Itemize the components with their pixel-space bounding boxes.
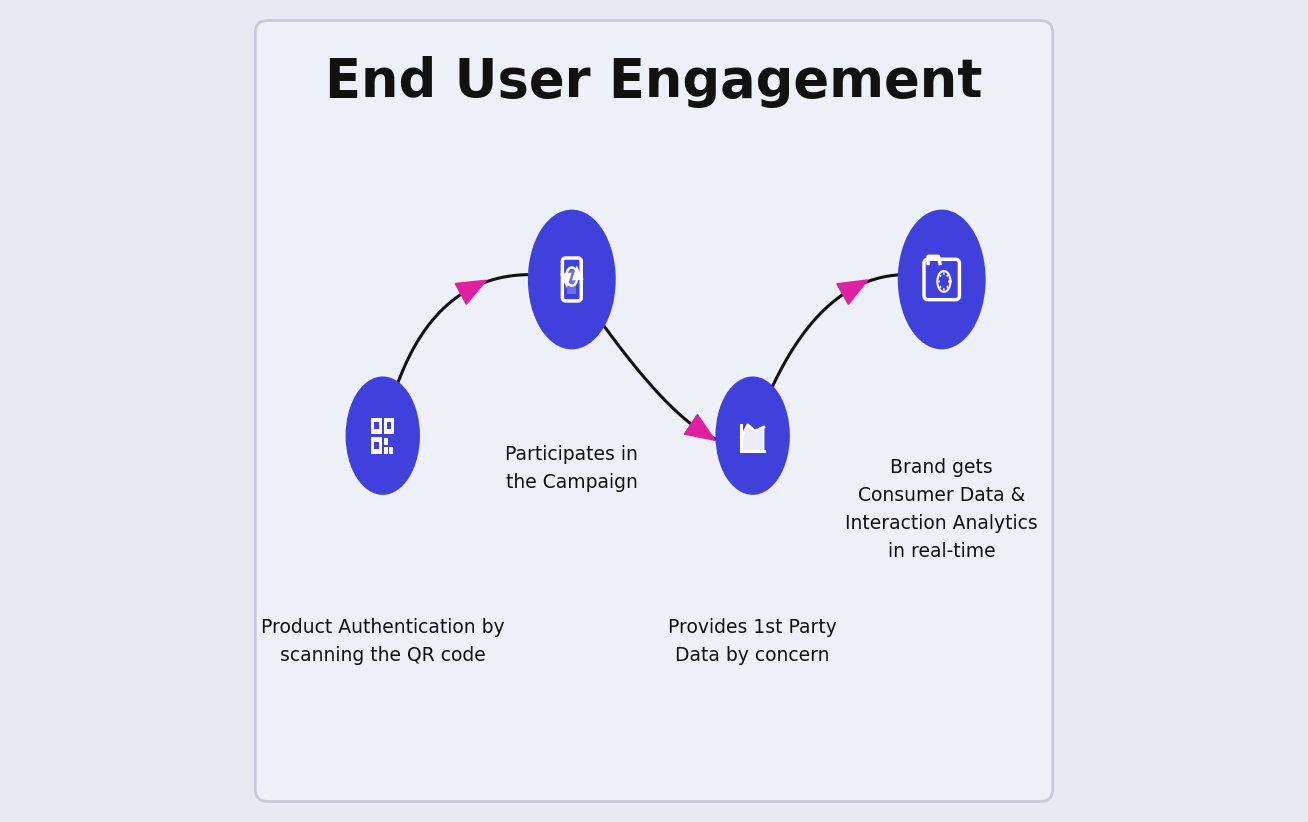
Polygon shape [948,280,951,283]
Polygon shape [943,269,944,275]
Polygon shape [946,273,950,278]
Polygon shape [572,266,583,280]
Bar [387,423,391,429]
Polygon shape [938,285,942,290]
Ellipse shape [345,376,420,495]
Bar [568,270,577,294]
Text: Provides 1st Party
Data by concern: Provides 1st Party Data by concern [668,617,837,665]
Polygon shape [455,280,487,304]
Text: Participates in
the Campaign: Participates in the Campaign [505,445,638,492]
Polygon shape [560,273,572,288]
Ellipse shape [897,210,986,349]
Polygon shape [837,280,869,304]
Polygon shape [684,414,715,441]
Bar [371,418,382,434]
Ellipse shape [528,210,616,349]
Text: End User Engagement: End User Engagement [326,56,982,109]
Text: Brand gets
Consumer Data &
Interaction Analytics
in real-time: Brand gets Consumer Data & Interaction A… [845,458,1039,561]
Polygon shape [946,285,950,290]
Polygon shape [938,273,942,278]
Bar [388,446,394,454]
FancyBboxPatch shape [255,21,1053,801]
Ellipse shape [715,376,790,495]
Bar [383,438,388,446]
Bar [383,446,388,454]
Polygon shape [943,288,944,293]
Polygon shape [742,425,764,451]
Text: Product Authentication by
scanning the QR code: Product Authentication by scanning the Q… [260,617,505,665]
Bar [374,423,379,429]
Bar [374,442,379,449]
Polygon shape [942,278,946,284]
Polygon shape [937,280,939,283]
Bar [383,418,394,434]
Bar [371,437,382,454]
